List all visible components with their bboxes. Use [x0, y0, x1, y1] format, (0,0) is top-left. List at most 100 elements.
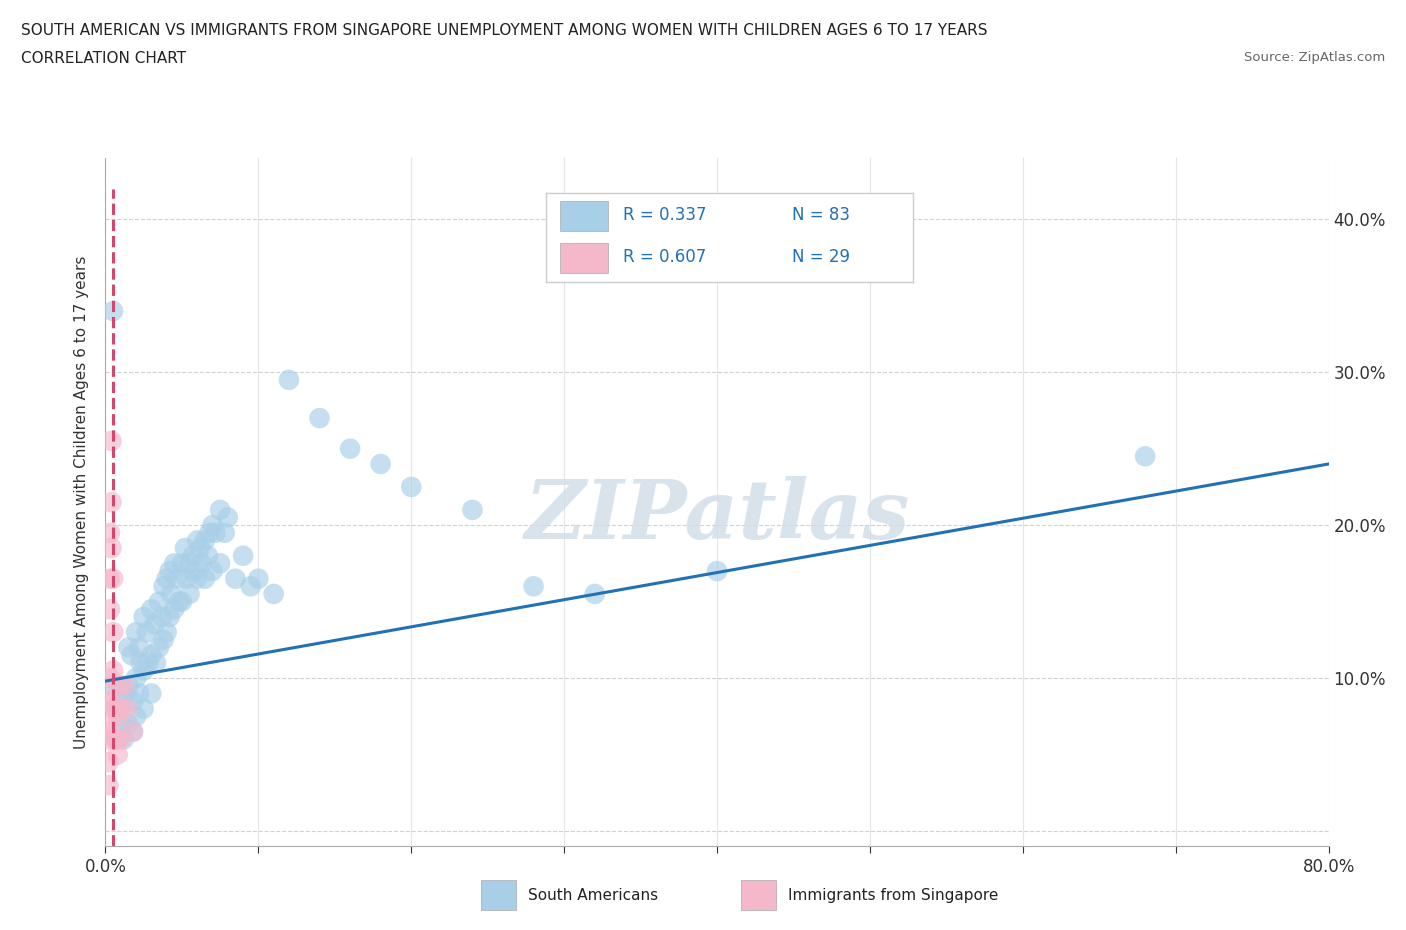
Point: [100, 433, 122, 448]
Point: [186, 571, 208, 586]
Point: [101, 663, 124, 678]
Point: [188, 540, 211, 555]
Point: [159, 609, 181, 624]
Point: [152, 632, 174, 647]
Point: [122, 724, 145, 739]
Point: [308, 411, 330, 426]
Point: [112, 732, 135, 747]
Point: [155, 625, 177, 640]
Point: [209, 502, 232, 517]
Text: Source: ZipAtlas.com: Source: ZipAtlas.com: [1244, 51, 1385, 64]
Point: [370, 457, 392, 472]
Point: [125, 625, 148, 640]
Point: [461, 502, 484, 517]
Point: [706, 564, 728, 578]
Point: [217, 510, 239, 525]
Text: South Americans: South Americans: [529, 887, 658, 903]
Text: Immigrants from Singapore: Immigrants from Singapore: [787, 887, 998, 903]
Point: [339, 441, 361, 456]
Point: [108, 678, 131, 693]
Point: [523, 578, 546, 593]
Text: SOUTH AMERICAN VS IMMIGRANTS FROM SINGAPORE UNEMPLOYMENT AMONG WOMEN WITH CHILDR: SOUTH AMERICAN VS IMMIGRANTS FROM SINGAP…: [21, 23, 987, 38]
Point: [112, 694, 135, 709]
Point: [112, 678, 135, 693]
Point: [110, 732, 132, 747]
Point: [105, 732, 128, 747]
Point: [122, 724, 145, 739]
Point: [148, 640, 170, 655]
Point: [247, 571, 270, 586]
Point: [107, 709, 129, 724]
Point: [128, 686, 150, 701]
Point: [97, 732, 120, 747]
Point: [1133, 449, 1156, 464]
Point: [136, 656, 159, 671]
Point: [104, 732, 127, 747]
Point: [117, 678, 139, 693]
Point: [263, 587, 285, 602]
Point: [186, 533, 208, 548]
Point: [179, 556, 201, 571]
Point: [122, 694, 145, 709]
Point: [115, 701, 138, 716]
Point: [101, 303, 124, 318]
Point: [141, 686, 163, 701]
Point: [401, 480, 423, 495]
Point: [239, 578, 262, 593]
Point: [278, 372, 301, 387]
Point: [125, 709, 148, 724]
Point: [110, 701, 132, 716]
Point: [120, 647, 142, 662]
Point: [170, 594, 193, 609]
Point: [163, 556, 186, 571]
Point: [117, 640, 139, 655]
Point: [132, 609, 155, 624]
Point: [214, 525, 236, 540]
Point: [141, 602, 163, 617]
Point: [125, 671, 148, 685]
Point: [105, 701, 128, 716]
Point: [166, 571, 188, 586]
Point: [97, 755, 120, 770]
Point: [194, 571, 217, 586]
Point: [104, 701, 127, 716]
Y-axis label: Unemployment Among Women with Children Ages 6 to 17 years: Unemployment Among Women with Children A…: [75, 256, 90, 749]
Point: [98, 602, 121, 617]
Point: [97, 777, 120, 792]
Point: [100, 540, 122, 555]
Point: [110, 716, 132, 731]
Point: [97, 694, 120, 709]
Point: [98, 724, 121, 739]
Point: [128, 640, 150, 655]
Point: [132, 701, 155, 716]
Point: [198, 525, 221, 540]
Bar: [481, 881, 516, 910]
Point: [98, 694, 121, 709]
Point: [163, 602, 186, 617]
Point: [148, 594, 170, 609]
Point: [97, 716, 120, 731]
Point: [159, 564, 181, 578]
Point: [117, 716, 139, 731]
Point: [101, 625, 124, 640]
Point: [224, 571, 246, 586]
Point: [181, 549, 204, 564]
Point: [204, 525, 226, 540]
Point: [98, 571, 121, 586]
Point: [183, 564, 205, 578]
Point: [167, 594, 190, 609]
Point: [194, 533, 217, 548]
Point: [583, 587, 606, 602]
Point: [101, 571, 124, 586]
Point: [107, 747, 129, 762]
Point: [232, 549, 254, 564]
Point: [129, 656, 152, 671]
Point: [105, 701, 128, 716]
Point: [174, 540, 197, 555]
Point: [152, 578, 174, 593]
Point: [100, 495, 122, 510]
Point: [135, 625, 157, 640]
Point: [101, 678, 124, 693]
Point: [191, 556, 214, 571]
Point: [132, 663, 155, 678]
